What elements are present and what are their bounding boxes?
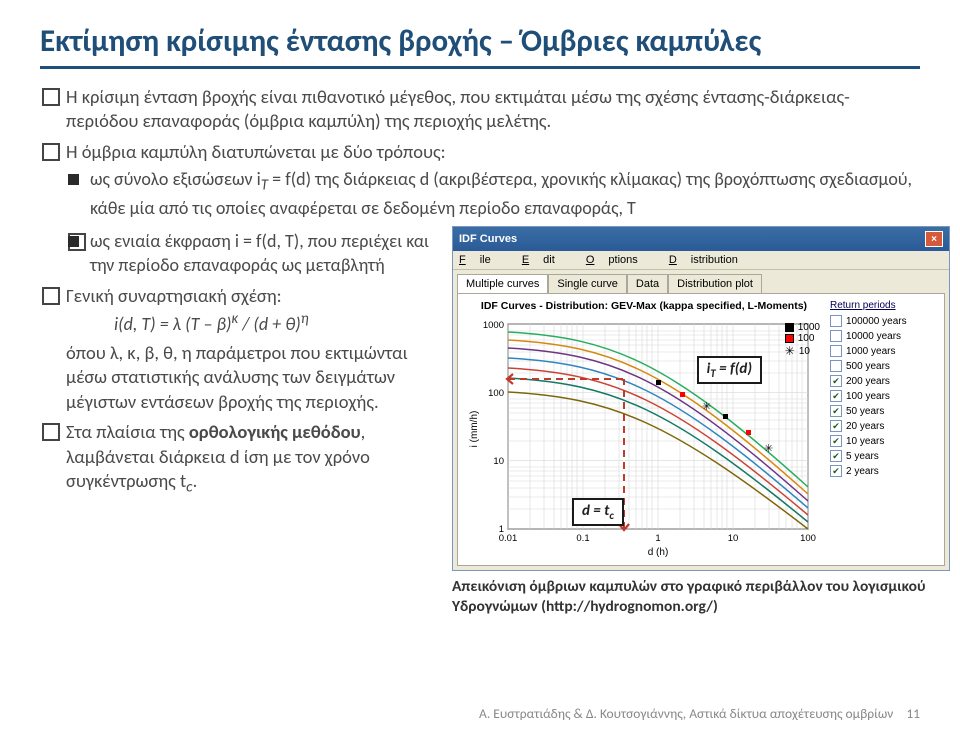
- menu-edit[interactable]: Edit: [522, 254, 569, 266]
- svg-text:100: 100: [488, 388, 504, 399]
- idf-chart-svg: ✳ ✳ 0.01 0.1 1 10: [464, 314, 824, 559]
- window-menu: File Edit Options Distribution: [453, 251, 949, 270]
- svg-text:10: 10: [728, 533, 739, 544]
- legend-item[interactable]: 100000 years: [830, 315, 938, 327]
- legend-item[interactable]: ✔5 years: [830, 450, 938, 462]
- sub-2: ως ενιαία έκφραση i = f(d, T), που περιέ…: [66, 230, 438, 278]
- annotation-dt: d = tc: [572, 498, 624, 526]
- legend-item[interactable]: 10000 years: [830, 330, 938, 342]
- legend-item[interactable]: 1000 years: [830, 345, 938, 357]
- window-title: IDF Curves: [459, 233, 517, 245]
- svg-text:✳: ✳: [702, 401, 711, 413]
- sub-1: ως σύνολο εξισώσεων iT = f(d) της διάρκε…: [66, 168, 920, 220]
- window-tabs: Multiple curves Single curve Data Distri…: [453, 270, 949, 293]
- chart: IDF Curves - Distribution: GEV-Max (kapp…: [464, 300, 824, 559]
- chart-title: IDF Curves - Distribution: GEV-Max (kapp…: [464, 300, 824, 312]
- svg-text:✳: ✳: [764, 443, 773, 455]
- legend-item[interactable]: ✔50 years: [830, 405, 938, 417]
- page-number: 11: [906, 705, 920, 722]
- legend-item[interactable]: ✔100 years: [830, 390, 938, 402]
- legend-item[interactable]: ✔20 years: [830, 420, 938, 432]
- legend: Return periods 100000 years 10000 years 10…: [824, 300, 938, 559]
- legend-item[interactable]: ✔10 years: [830, 435, 938, 447]
- legend-item[interactable]: ✔2 years: [830, 465, 938, 477]
- svg-text:1: 1: [655, 533, 660, 544]
- legend-title: Return periods: [830, 300, 938, 311]
- window-titlebar: IDF Curves ×: [453, 227, 949, 251]
- svg-text:0.1: 0.1: [576, 533, 589, 544]
- menu-file[interactable]: File: [459, 254, 505, 266]
- tab-data[interactable]: Data: [627, 274, 668, 293]
- svg-text:i (mm/h): i (mm/h): [469, 411, 480, 448]
- bullet-2: Η όμβρια καμπύλη διατυπώνεται με δύο τρό…: [40, 140, 920, 221]
- footer: Α. Ευστρατιάδης & Δ. Κουτσογιάννης, Αστι…: [40, 705, 920, 722]
- tab-dist[interactable]: Distribution plot: [668, 274, 762, 293]
- annotation-it: iT = f(d): [697, 356, 762, 384]
- formula: i(d, T) = λ (T – β)κ / (d + θ)η: [66, 310, 438, 337]
- tab-multiple[interactable]: Multiple curves: [457, 274, 548, 293]
- page-title: Εκτίμηση κρίσιμης έντασης βροχής – Όμβρι…: [40, 22, 920, 69]
- bullet-3: Γενική συναρτησιακή σχέση: i(d, T) = λ (…: [40, 284, 438, 414]
- svg-text:10: 10: [493, 456, 504, 467]
- svg-text:100: 100: [800, 533, 816, 544]
- bullet-1: Η κρίσιμη ένταση βροχής είναι πιθανοτικό…: [40, 85, 920, 134]
- svg-text:1000: 1000: [483, 320, 504, 331]
- caption: Απεικόνιση όμβριων καμπυλών στο γραφικό …: [452, 577, 950, 616]
- idf-window: IDF Curves × File Edit Options Distribut…: [452, 226, 950, 571]
- menu-options[interactable]: Options: [586, 254, 652, 266]
- svg-text:d (h): d (h): [648, 547, 669, 558]
- legend-item[interactable]: 500 years: [830, 360, 938, 372]
- bullet-2-text: Η όμβρια καμπύλη διατυπώνεται με δύο τρό…: [66, 140, 446, 163]
- menu-distribution[interactable]: Distribution: [669, 254, 752, 266]
- close-icon[interactable]: ×: [925, 231, 943, 247]
- svg-text:1: 1: [499, 524, 504, 535]
- legend-item[interactable]: ✔200 years: [830, 375, 938, 387]
- bullet-4: Στα πλαίσια της ορθολογικής μεθόδου, λαμ…: [40, 420, 438, 498]
- tab-single[interactable]: Single curve: [548, 274, 627, 293]
